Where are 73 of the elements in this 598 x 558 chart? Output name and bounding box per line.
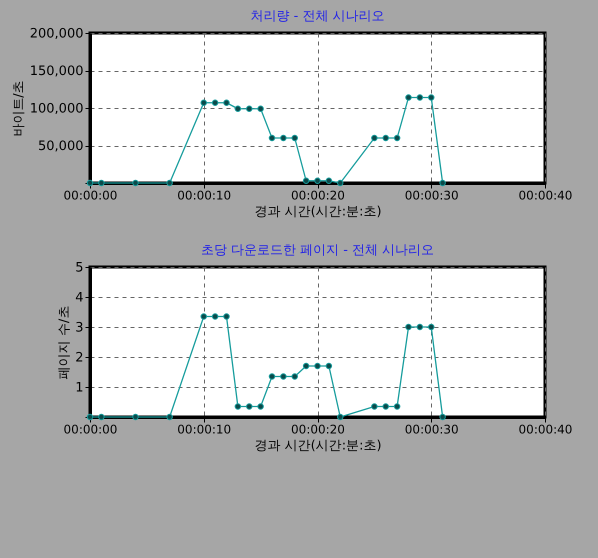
chart-title: 초당 다운로드한 페이지 - 전체 시나리오 [200, 243, 434, 258]
y-tick-label: 2 [75, 350, 84, 366]
point [268, 373, 276, 380]
point [439, 180, 446, 186]
point [439, 414, 446, 420]
x-axis-title: 경과 시간(시간:분:초) [254, 204, 382, 220]
point [337, 414, 344, 420]
point [86, 414, 94, 420]
point [371, 134, 378, 142]
chart-title: 처리량 - 전체 시나리오 [250, 9, 385, 24]
x-tick-label: 00:00:20 [291, 188, 345, 202]
point [166, 180, 173, 186]
y-tick-label: 4 [75, 290, 84, 306]
point [416, 94, 424, 101]
y-tick-label: 50,000 [38, 139, 84, 154]
point [212, 100, 218, 106]
point [405, 94, 412, 101]
point [200, 100, 207, 106]
point [382, 403, 389, 410]
point [200, 313, 207, 320]
y-axis-title: 페이지 수/초 [57, 306, 72, 380]
point [314, 362, 321, 370]
point [98, 180, 105, 186]
x-tick-label: 00:00:30 [404, 188, 459, 202]
point [326, 362, 332, 370]
point [371, 403, 378, 410]
point [132, 180, 139, 186]
x-tick-label: 00:00:00 [64, 188, 118, 202]
point [280, 373, 287, 380]
point [428, 324, 434, 330]
point [326, 178, 332, 184]
point [394, 403, 400, 410]
y-tick-label: 100,000 [30, 102, 84, 116]
point [302, 178, 310, 184]
y-tick-label: 5 [75, 260, 84, 276]
point [292, 134, 298, 142]
point [234, 403, 242, 410]
point [337, 180, 344, 186]
x-axis-title: 경과 시간(시간:분:초) [254, 438, 382, 454]
point [86, 180, 94, 186]
point [132, 414, 139, 420]
point [257, 106, 264, 112]
point [223, 313, 230, 320]
point [246, 403, 252, 410]
point [98, 414, 105, 420]
point [257, 403, 264, 410]
y-axis-title: 바이트/초 [12, 80, 27, 137]
point [166, 414, 173, 420]
point [302, 362, 310, 370]
point [382, 134, 389, 142]
point [292, 373, 298, 380]
point [268, 134, 276, 142]
x-tick-label: 00:00:20 [291, 422, 345, 436]
x-tick-label: 00:00:00 [64, 422, 118, 436]
point [234, 106, 242, 112]
point [394, 134, 400, 142]
x-tick-label: 00:00:10 [177, 188, 232, 202]
x-tick-label: 00:00:40 [518, 422, 572, 436]
point [280, 134, 287, 142]
y-tick-label: 3 [75, 320, 84, 336]
x-tick-label: 00:00:40 [518, 188, 572, 202]
point [416, 324, 424, 330]
x-tick-label: 00:00:10 [177, 422, 232, 436]
point [223, 100, 230, 106]
point [405, 324, 412, 330]
point [428, 94, 434, 101]
x-tick-label: 00:00:30 [404, 422, 459, 436]
y-tick-label: 200,000 [30, 26, 84, 42]
point [212, 313, 218, 320]
point [246, 106, 252, 112]
y-tick-label: 150,000 [30, 64, 84, 79]
y-tick-label: 1 [75, 380, 84, 396]
point [314, 178, 321, 184]
